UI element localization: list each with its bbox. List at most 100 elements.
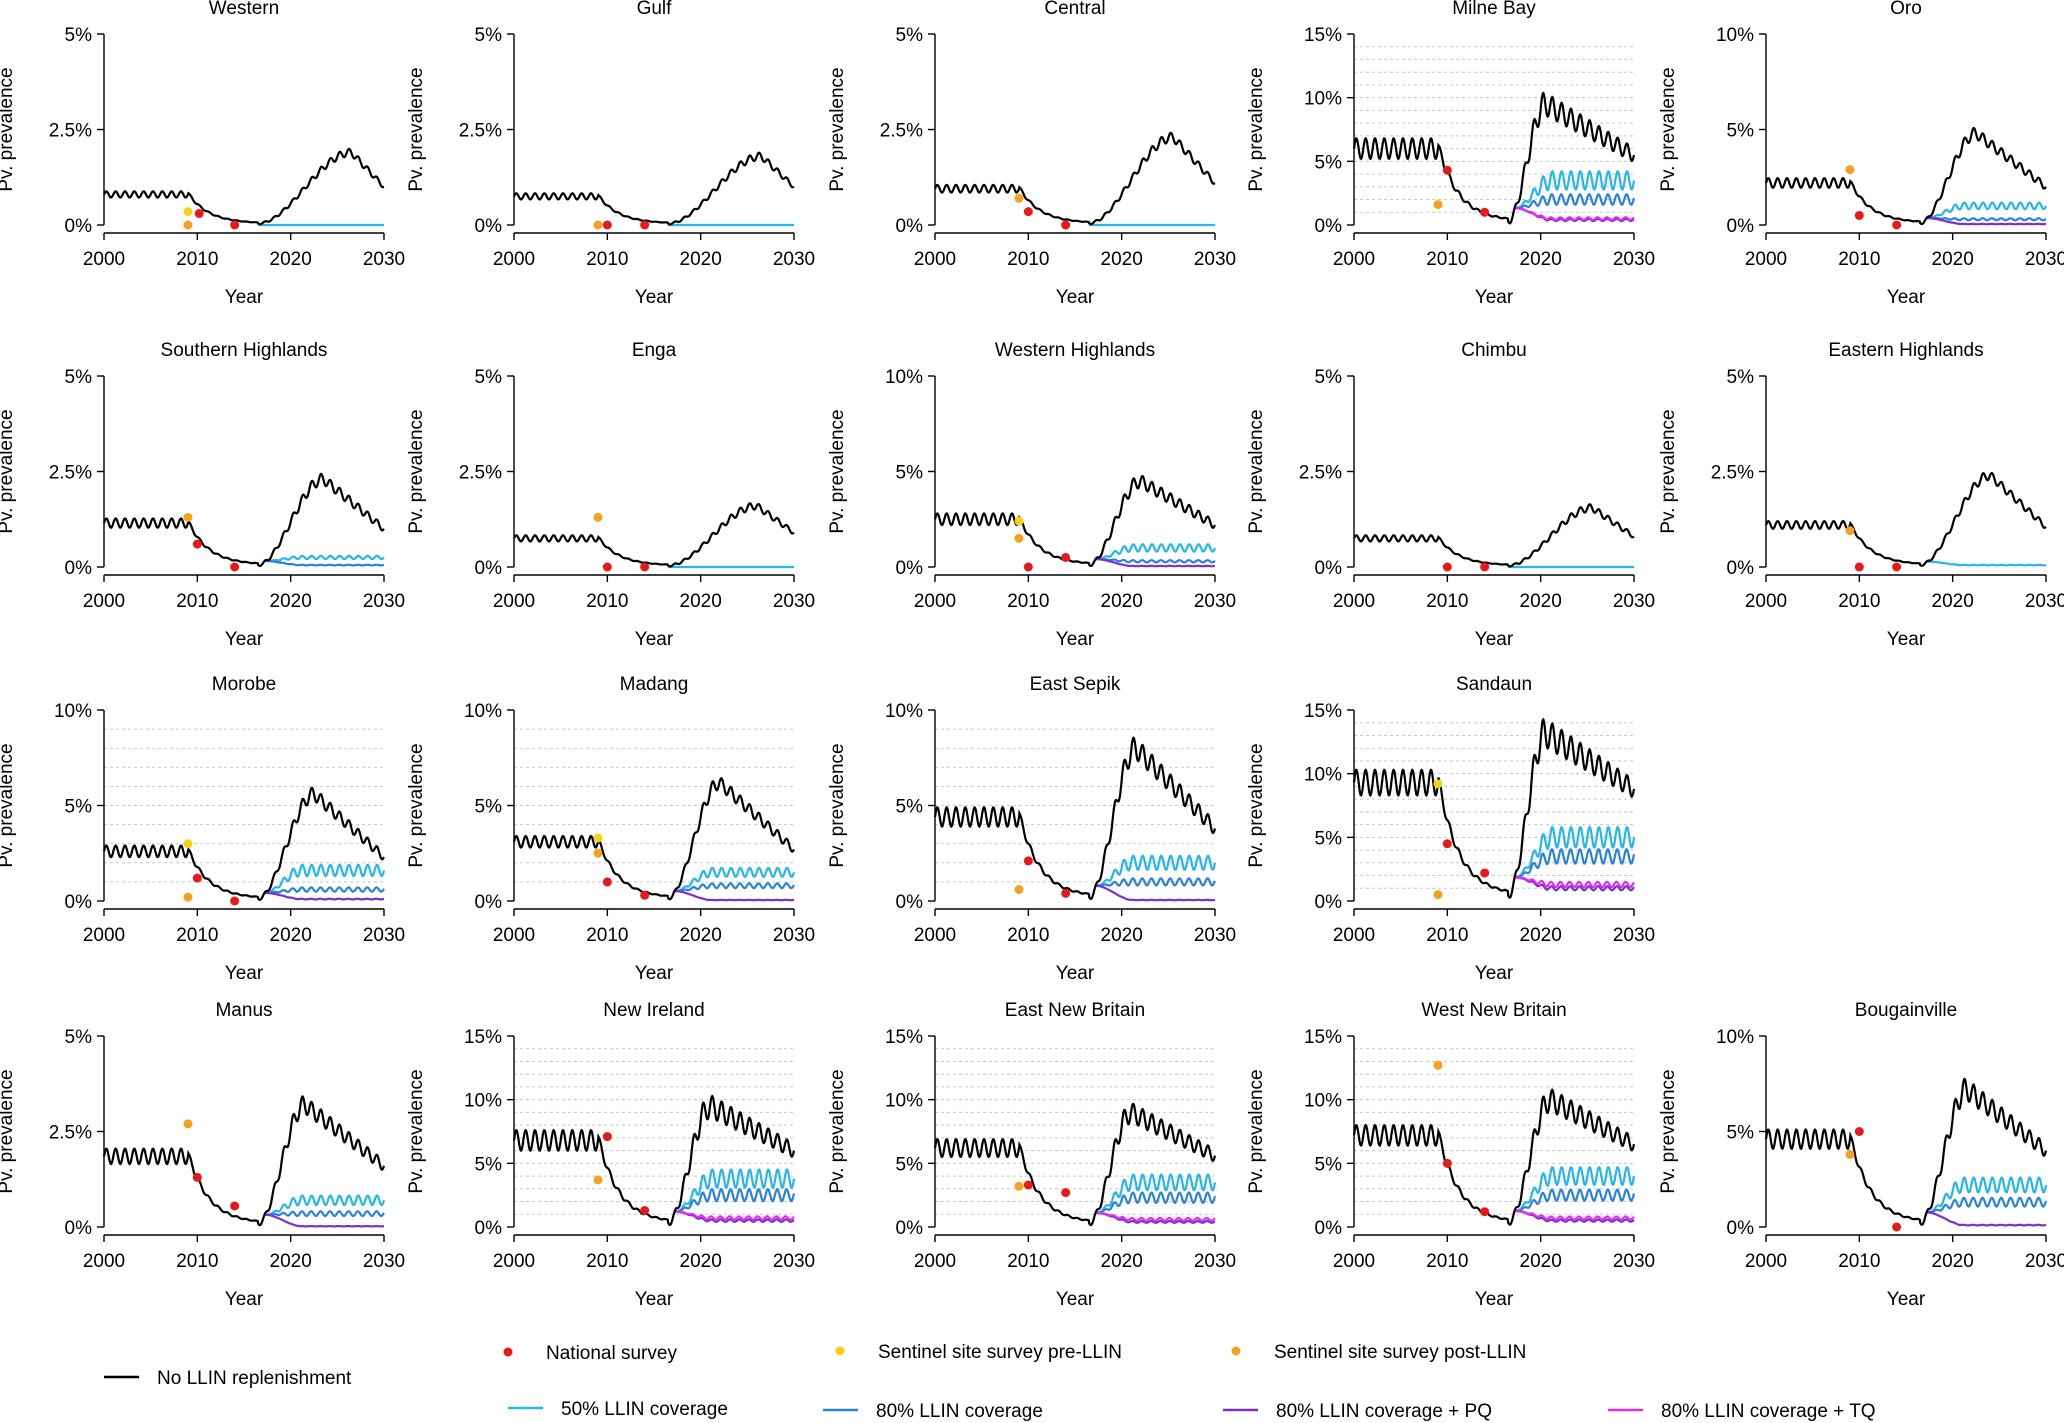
point-pre [1433, 779, 1443, 789]
x-tick-label: 2000 [914, 591, 956, 612]
x-tick-label: 2000 [1745, 591, 1787, 612]
x-tick-label: 2030 [363, 925, 405, 946]
x-tick-label: 2010 [1007, 925, 1049, 946]
y-tick-label: 5% [475, 1154, 503, 1175]
series-pq [674, 890, 794, 902]
y-tick-label: 0% [896, 1218, 924, 1239]
y-tick-label: 5% [896, 797, 924, 818]
x-tick-label: 2030 [773, 249, 815, 270]
x-tick-label: 2020 [1520, 249, 1562, 270]
series-llin80 [1095, 1191, 1217, 1214]
series-llin50 [1926, 201, 2047, 220]
y-tick-label: 0% [1315, 1218, 1343, 1239]
x-tick-label: 2010 [176, 591, 218, 612]
series-pq [1514, 876, 1635, 892]
y-tick-label: 5% [896, 25, 924, 46]
point-national [1442, 1158, 1452, 1168]
x-tick-label: 2010 [1007, 591, 1049, 612]
legend-no-llin-label: No LLIN replenishment [157, 1368, 352, 1389]
series-pq [1926, 216, 2046, 226]
series-no-llin [103, 147, 385, 226]
x-tick-label: 2020 [1520, 1251, 1562, 1272]
point-national [640, 1205, 650, 1215]
series-llin80 [674, 882, 795, 893]
series-llin50 [1514, 825, 1636, 879]
x-axis-label: Year [1056, 629, 1095, 650]
series-llin80 [1095, 877, 1216, 887]
x-tick-label: 2030 [1613, 925, 1655, 946]
x-tick-label: 2030 [363, 591, 405, 612]
point-national [1023, 1180, 1033, 1190]
point-national [1061, 552, 1071, 562]
series-pq [1095, 884, 1216, 902]
x-tick-label: 2000 [83, 249, 125, 270]
y-tick-label: 0% [65, 216, 93, 237]
series-tq [1514, 1209, 1635, 1221]
panel-west-new-britain: West New Britain 0% 5% 10% 15% Pv. prevalence… [1246, 1000, 1655, 1310]
point-national [1854, 1127, 1864, 1136]
legend-pq-label: 80% LLIN coverage + PQ [1276, 1401, 1492, 1422]
point-national [192, 539, 202, 549]
x-tick-label: 2010 [586, 249, 628, 270]
y-tick-label: 0% [1727, 216, 1755, 237]
series-llin50 [264, 863, 386, 894]
point-national [1023, 856, 1033, 866]
series-llin50 [674, 1168, 796, 1213]
point-national [1480, 562, 1490, 572]
x-tick-label: 2020 [1932, 591, 1974, 612]
y-tick-label: 10% [885, 367, 923, 388]
legend-national-label: National survey [546, 1343, 677, 1364]
y-axis-label: Pv. prevalence [1246, 409, 1267, 533]
point-national [1854, 210, 1864, 220]
x-axis-label: Year [1056, 963, 1095, 984]
point-national [230, 562, 240, 572]
x-tick-label: 2010 [176, 249, 218, 270]
x-tick-label: 2020 [1101, 249, 1143, 270]
point-national [192, 1172, 202, 1182]
point-pre [1014, 516, 1024, 526]
point-national [1442, 839, 1452, 849]
x-axis-label: Year [1475, 963, 1514, 984]
y-tick-label: 0% [65, 892, 93, 913]
y-tick-label: 10% [1304, 1091, 1342, 1112]
point-national [1442, 165, 1452, 175]
point-post [1014, 193, 1024, 203]
x-tick-label: 2030 [773, 925, 815, 946]
x-tick-label: 2010 [176, 1251, 218, 1272]
series-no-llin [513, 502, 795, 568]
panel-title: Sandaun [1456, 674, 1532, 695]
point-post [593, 220, 603, 230]
point-national [602, 562, 612, 572]
y-tick-label: 10% [464, 1091, 502, 1112]
series-no-llin [102, 786, 385, 901]
x-tick-label: 2030 [1613, 591, 1655, 612]
point-national [230, 896, 240, 906]
x-tick-label: 2030 [773, 591, 815, 612]
y-tick-label: 5% [65, 1027, 93, 1048]
y-axis-label: Pv. prevalence [1658, 409, 1679, 533]
x-axis-label: Year [1475, 287, 1514, 308]
y-tick-label: 5% [1315, 828, 1343, 849]
x-tick-label: 2000 [1333, 1251, 1375, 1272]
point-post [593, 512, 603, 522]
series-no-llin [933, 131, 1216, 226]
point-post [1845, 1149, 1855, 1159]
series-tq [1514, 207, 1635, 221]
series-llin50 [1095, 543, 1217, 561]
x-tick-label: 2010 [1838, 249, 1880, 270]
x-tick-label: 2020 [680, 249, 722, 270]
x-tick-label: 2010 [1426, 591, 1468, 612]
panel-western: Western 0% 2.5% 5% Pv. prevalence 2000 2010 202… [0, 0, 405, 308]
panel-sandaun: Sandaun 0% 5% 10% 15% Pv. prevalence 2000 2010 2… [1246, 674, 1655, 984]
panel-title: Western [209, 0, 279, 19]
y-tick-label: 10% [54, 701, 92, 722]
x-axis-label: Year [225, 1289, 264, 1310]
point-pre [593, 833, 603, 843]
x-tick-label: 2020 [270, 249, 312, 270]
legend-pre-label: Sentinel site survey pre-LLIN [878, 1342, 1122, 1363]
y-tick-label: 10% [1304, 765, 1342, 786]
x-axis-label: Year [225, 963, 264, 984]
panel-bougainville: Bougainville 0% 5% 10% Pv. prevalence 2000 201… [1658, 1000, 2064, 1310]
x-tick-label: 2000 [493, 1251, 535, 1272]
y-tick-label: 0% [1315, 216, 1343, 237]
